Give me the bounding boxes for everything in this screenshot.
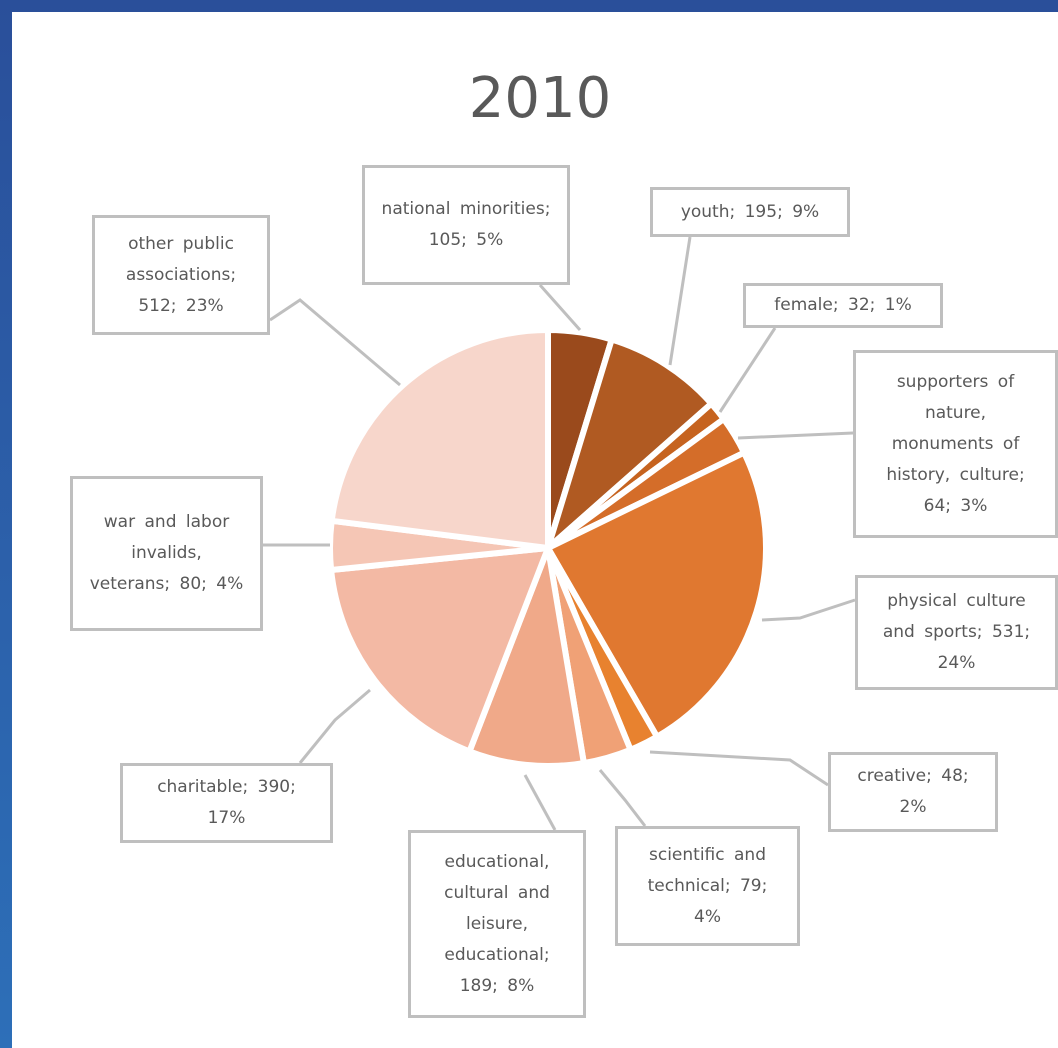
leader-line [649,750,829,787]
leader-line [269,298,401,387]
pie-slice [545,336,715,551]
chart-title: 2010 [469,66,612,131]
pie-slice [328,545,551,755]
leader-line [538,284,582,331]
leader-line [718,327,777,413]
data-label: scientific and technical; 79; 4% [615,826,800,946]
leader-line [298,688,371,764]
leader-line [761,598,856,622]
data-label: other public associations; 512; 23% [92,215,270,335]
pie-slice [328,327,551,551]
data-label: creative; 48; 2% [828,752,998,832]
leader-line [668,236,692,366]
data-label: charitable; 390; 17% [120,763,333,843]
leader-line [523,774,557,831]
data-label: war and labor invalids, veterans; 80; 4% [70,476,263,631]
data-label: female; 32; 1% [743,283,943,328]
data-label: national minorities; 105; 5% [362,165,570,285]
data-label: educational, cultural and leisure, educa… [408,830,586,1018]
data-label: supporters of nature, monuments of histo… [853,350,1058,538]
leader-line [598,769,647,827]
pie-slice [466,545,587,769]
data-label: youth; 195; 9% [650,187,850,237]
data-label: physical culture and sports; 531; 24% [855,575,1058,690]
pie-slice [545,449,769,740]
leader-line [737,431,854,440]
